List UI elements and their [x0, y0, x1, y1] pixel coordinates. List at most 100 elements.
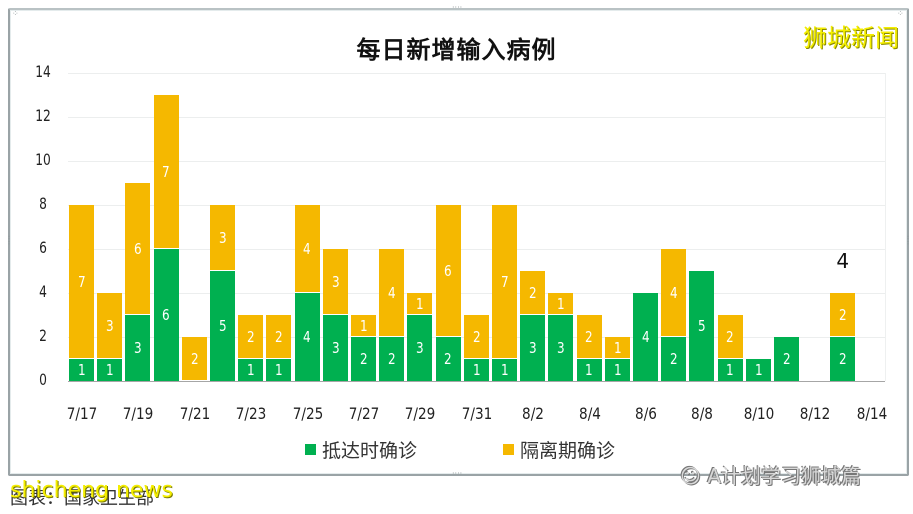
- bar-segment-quarantine: 4: [294, 205, 320, 292]
- bar-segment-arrival: 3: [322, 315, 348, 381]
- bar-segment-arrival: 1: [576, 359, 602, 381]
- watermark-left: shicheng news: [10, 478, 173, 503]
- bar-segment-arrival: 1: [745, 359, 771, 381]
- resize-handle-top-left[interactable]: ⁘: [12, 9, 19, 18]
- bar-segment-quarantine: 2: [181, 337, 207, 380]
- x-tick-label: 8/10: [743, 404, 775, 423]
- bar-segment-quarantine: 1: [548, 293, 574, 314]
- bar-segment-arrival: 5: [689, 271, 715, 381]
- data-label: 1: [613, 338, 622, 357]
- data-label: 2: [839, 350, 847, 368]
- gridline: [68, 73, 885, 74]
- bar-segment-arrival: 1: [69, 359, 94, 381]
- bar-segment-arrival: 2: [661, 337, 687, 381]
- bar-segment-quarantine: 2: [717, 315, 743, 358]
- data-label: 3: [331, 272, 340, 291]
- resize-handle-top[interactable]: ····: [452, 3, 463, 12]
- y-tick-label: 2: [39, 326, 47, 345]
- data-label: 1: [613, 361, 622, 379]
- bar-8-11: 2: [774, 337, 799, 381]
- data-label: 4: [641, 328, 650, 346]
- data-label: 1: [585, 361, 593, 379]
- data-label: 7: [500, 272, 509, 291]
- x-tick-label: 8/2: [522, 404, 545, 423]
- bar-segment-arrival: 1: [97, 359, 123, 381]
- total-annotation: 4: [836, 249, 850, 273]
- data-label: 2: [275, 327, 283, 346]
- brand-watermark: 狮城新闻: [803, 24, 899, 52]
- bar-segment-quarantine: 3: [97, 293, 123, 358]
- x-tick-label: 8/12: [799, 404, 831, 423]
- legend-swatch-yellow: [503, 444, 514, 455]
- data-label: 2: [528, 283, 537, 302]
- resize-handle-bottom[interactable]: ····: [452, 469, 463, 478]
- data-label: 4: [303, 239, 311, 258]
- data-label: 2: [839, 305, 847, 324]
- x-tick-label: 8/6: [635, 404, 657, 423]
- bar-segment-quarantine: 3: [322, 249, 348, 314]
- resize-handle-left[interactable]: ····: [4, 235, 13, 246]
- y-tick-label: 6: [39, 238, 47, 257]
- bar-segment-arrival: 1: [717, 359, 743, 381]
- x-tick-label: 7/29: [405, 404, 436, 423]
- bar-segment-quarantine: 4: [661, 249, 687, 336]
- data-label: 1: [77, 361, 86, 379]
- data-label: 3: [218, 228, 227, 247]
- data-label: 4: [387, 283, 396, 302]
- x-tick-label: 7/27: [348, 404, 380, 423]
- data-label: 3: [528, 339, 537, 357]
- bar-segment-quarantine: 1: [407, 293, 433, 314]
- bar-segment-arrival: 6: [153, 249, 179, 381]
- x-tick-label: 7/31: [461, 404, 493, 423]
- data-label: 3: [331, 339, 340, 357]
- data-label: 1: [472, 361, 481, 379]
- bar-segment-arrival: 1: [266, 359, 292, 381]
- gridline: [68, 161, 885, 162]
- bar-segment-quarantine: 6: [435, 205, 461, 336]
- data-label: 1: [105, 361, 114, 379]
- bar-segment-arrival: 2: [351, 337, 376, 381]
- x-tick-label: 7/23: [235, 404, 267, 423]
- legend-label: 隔离期确诊: [520, 440, 616, 462]
- bar-segment-arrival: 3: [125, 315, 151, 381]
- data-label: 6: [162, 306, 170, 324]
- gridline: [68, 117, 885, 118]
- bar-segment-arrival: 1: [492, 359, 517, 381]
- x-tick-label: 8/14: [856, 404, 887, 423]
- wechat-icon: ☺: [680, 464, 701, 488]
- bar-segment-quarantine: 1: [351, 315, 376, 336]
- data-label: 1: [754, 361, 763, 379]
- x-tick-label: 7/21: [179, 404, 211, 423]
- resize-handle-right[interactable]: ····: [903, 235, 912, 246]
- data-label: 1: [246, 361, 255, 379]
- data-label: 1: [416, 294, 424, 313]
- data-label: 6: [444, 261, 452, 280]
- data-label: 2: [190, 349, 199, 368]
- data-label: 2: [585, 327, 593, 346]
- watermark-right: ☺ A计划学习狮城篇: [680, 460, 861, 489]
- data-label: 1: [500, 361, 509, 379]
- data-label: 2: [726, 327, 734, 346]
- data-label: 2: [359, 350, 368, 368]
- gridline: [68, 205, 885, 206]
- y-tick-label: 10: [35, 150, 51, 169]
- bar-segment-arrival: 1: [604, 359, 630, 381]
- data-label: 1: [557, 294, 565, 313]
- bar-8-6: 4: [633, 293, 658, 381]
- resize-handle-top-right[interactable]: ⁘: [897, 9, 904, 18]
